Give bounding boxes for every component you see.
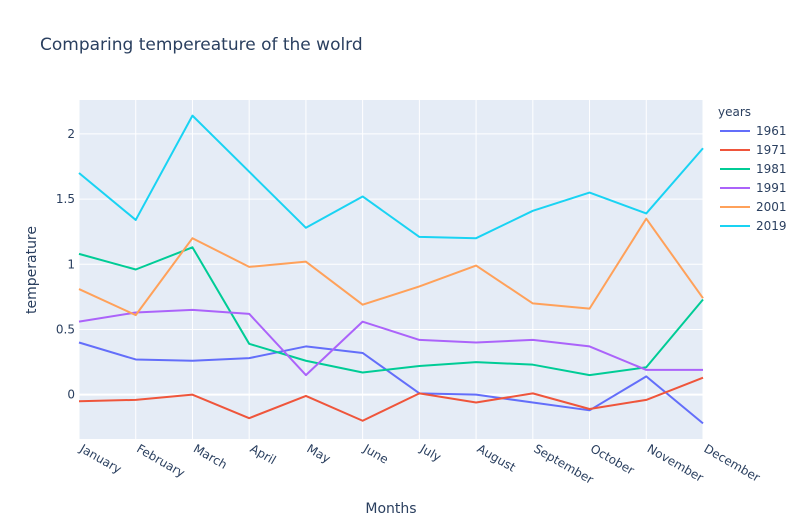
gridlines [78, 100, 704, 439]
x-tick-label: November [645, 441, 706, 484]
legend-label: 2001 [756, 200, 787, 214]
x-tick-label: October [588, 441, 637, 477]
legend-item-2001[interactable]: 2001 [720, 200, 787, 214]
chart-title: Comparing tempereature of the wolrd [40, 35, 363, 55]
legend-item-1971[interactable]: 1971 [720, 143, 787, 157]
legend-label: 1991 [756, 181, 787, 195]
legend-label: 1961 [756, 124, 787, 138]
x-axis-ticks: January February March April May June July Augu… [77, 441, 763, 487]
legend-title: years [718, 105, 751, 119]
x-tick-label: September [531, 441, 595, 486]
y-tick-label: 1.5 [56, 192, 75, 206]
x-tick-label: August [475, 441, 519, 474]
legend-label: 1971 [756, 143, 787, 157]
legend-label: 1981 [756, 162, 787, 176]
plot-area [79, 100, 703, 439]
x-tick-label: December [702, 441, 763, 484]
series-line-2001[interactable] [78, 217, 704, 317]
y-tick-label: 0.5 [56, 322, 75, 336]
x-axis-title: Months [365, 501, 416, 517]
series-line-1991[interactable] [78, 308, 703, 377]
legend-item-1991[interactable]: 1991 [720, 181, 787, 195]
legend-item-2019[interactable]: 2019 [720, 219, 787, 233]
legend-item-1961[interactable]: 1961 [720, 124, 787, 138]
legend-label: 2019 [756, 219, 787, 233]
x-tick-label: February [134, 441, 187, 480]
series-line-2019[interactable] [78, 114, 704, 240]
x-tick-label: March [191, 441, 230, 471]
x-tick-label: January [77, 441, 124, 476]
series-line-1961[interactable] [78, 341, 704, 425]
x-tick-label: May [304, 441, 332, 466]
legend-item-1981[interactable]: 1981 [720, 162, 787, 176]
series-lines [78, 114, 704, 425]
series-line-1971[interactable] [78, 376, 704, 422]
legend-items[interactable]: 1961 1971 1981 1991 2001 2019 [720, 124, 787, 233]
x-tick-label: July [417, 441, 444, 464]
y-tick-label: 0 [67, 388, 75, 402]
y-axis-title: temperature [24, 226, 40, 314]
y-tick-label: 1 [67, 257, 75, 271]
x-tick-label: June [360, 441, 391, 467]
x-tick-label: April [248, 441, 279, 467]
legend[interactable]: years 1961 1971 1981 1991 2001 2019 [718, 105, 787, 233]
y-tick-label: 2 [67, 127, 75, 141]
y-axis-ticks: 0 0.5 1 1.5 2 [56, 127, 75, 402]
